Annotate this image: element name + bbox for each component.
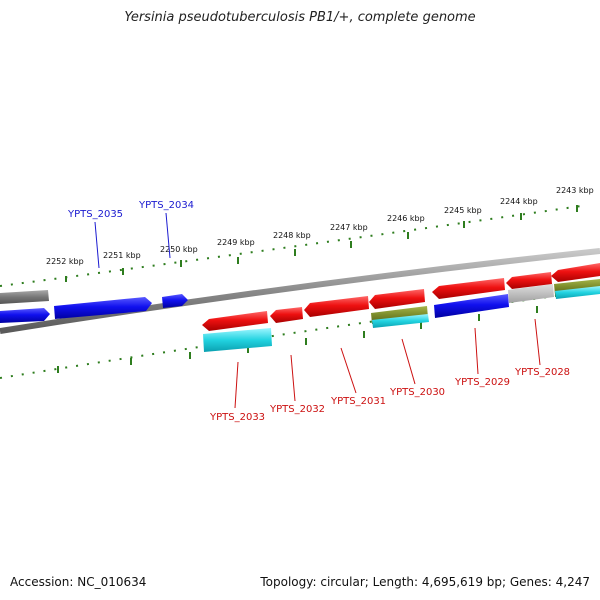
feature-bars[interactable] bbox=[203, 279, 600, 352]
gene-arrow[interactable] bbox=[506, 272, 552, 289]
genome-title: Yersinia pseudotuberculosis PB1/+, compl… bbox=[124, 10, 476, 25]
outer-major-ticks bbox=[65, 205, 578, 282]
inner-major-ticks bbox=[57, 306, 538, 373]
tick-label: 2251 kbp bbox=[103, 251, 141, 260]
gene-arrow[interactable] bbox=[162, 294, 188, 308]
genome-backbone bbox=[0, 248, 600, 334]
tick-label: 2245 kbp bbox=[444, 206, 482, 215]
reverse-gene-labels: YPTS_2033 YPTS_2032 YPTS_2031 YPTS_2030 … bbox=[209, 318, 570, 423]
gene-label: YPTS_2032 bbox=[269, 404, 325, 415]
genome-summary-text: Topology: circular; Length: 4,695,619 bp… bbox=[260, 575, 590, 589]
gene-label: YPTS_2034 bbox=[138, 200, 194, 211]
feature-bar[interactable] bbox=[372, 314, 429, 328]
gene-label: YPTS_2028 bbox=[514, 367, 570, 378]
gene-arrow[interactable] bbox=[551, 263, 600, 282]
tick-label: 2252 kbp bbox=[46, 257, 84, 266]
accession-text: Accession: NC_010634 bbox=[10, 575, 147, 589]
gene-arrow[interactable] bbox=[202, 311, 268, 331]
gene-arrow[interactable] bbox=[432, 278, 505, 299]
tick-label: 2249 kbp bbox=[217, 238, 255, 247]
tick-label: 2244 kbp bbox=[500, 197, 538, 206]
tick-label: 2248 kbp bbox=[273, 231, 311, 240]
gene-label: YPTS_2030 bbox=[389, 387, 445, 398]
gene-arrow[interactable] bbox=[0, 290, 49, 304]
gene-label: YPTS_2033 bbox=[209, 412, 265, 423]
gene-arrow[interactable] bbox=[304, 296, 369, 317]
gene-label: YPTS_2029 bbox=[454, 377, 510, 388]
gene-label: YPTS_2035 bbox=[67, 209, 123, 220]
gene-arrow[interactable] bbox=[508, 284, 554, 303]
feature-bar[interactable] bbox=[555, 286, 600, 299]
tick-label: 2250 kbp bbox=[160, 245, 198, 254]
tick-label: 2246 kbp bbox=[387, 214, 425, 223]
gene-arrow[interactable] bbox=[0, 308, 50, 323]
forward-strand-genes[interactable] bbox=[0, 284, 554, 323]
gene-arrow[interactable] bbox=[434, 294, 509, 318]
forward-gene-labels: YPTS_2035 YPTS_2034 bbox=[67, 200, 194, 269]
tick-label: 2247 kbp bbox=[330, 223, 368, 232]
gene-arrow[interactable] bbox=[369, 289, 425, 309]
feature-bar[interactable] bbox=[203, 328, 272, 352]
gene-arrow[interactable] bbox=[270, 307, 303, 323]
gene-arrow[interactable] bbox=[54, 297, 152, 319]
reverse-strand-genes[interactable] bbox=[202, 263, 600, 331]
outer-tick-labels: 2252 kbp 2251 kbp 2250 kbp 2249 kbp 2248… bbox=[46, 186, 594, 266]
gene-label: YPTS_2031 bbox=[330, 396, 386, 407]
tick-label: 2243 kbp bbox=[556, 186, 594, 195]
